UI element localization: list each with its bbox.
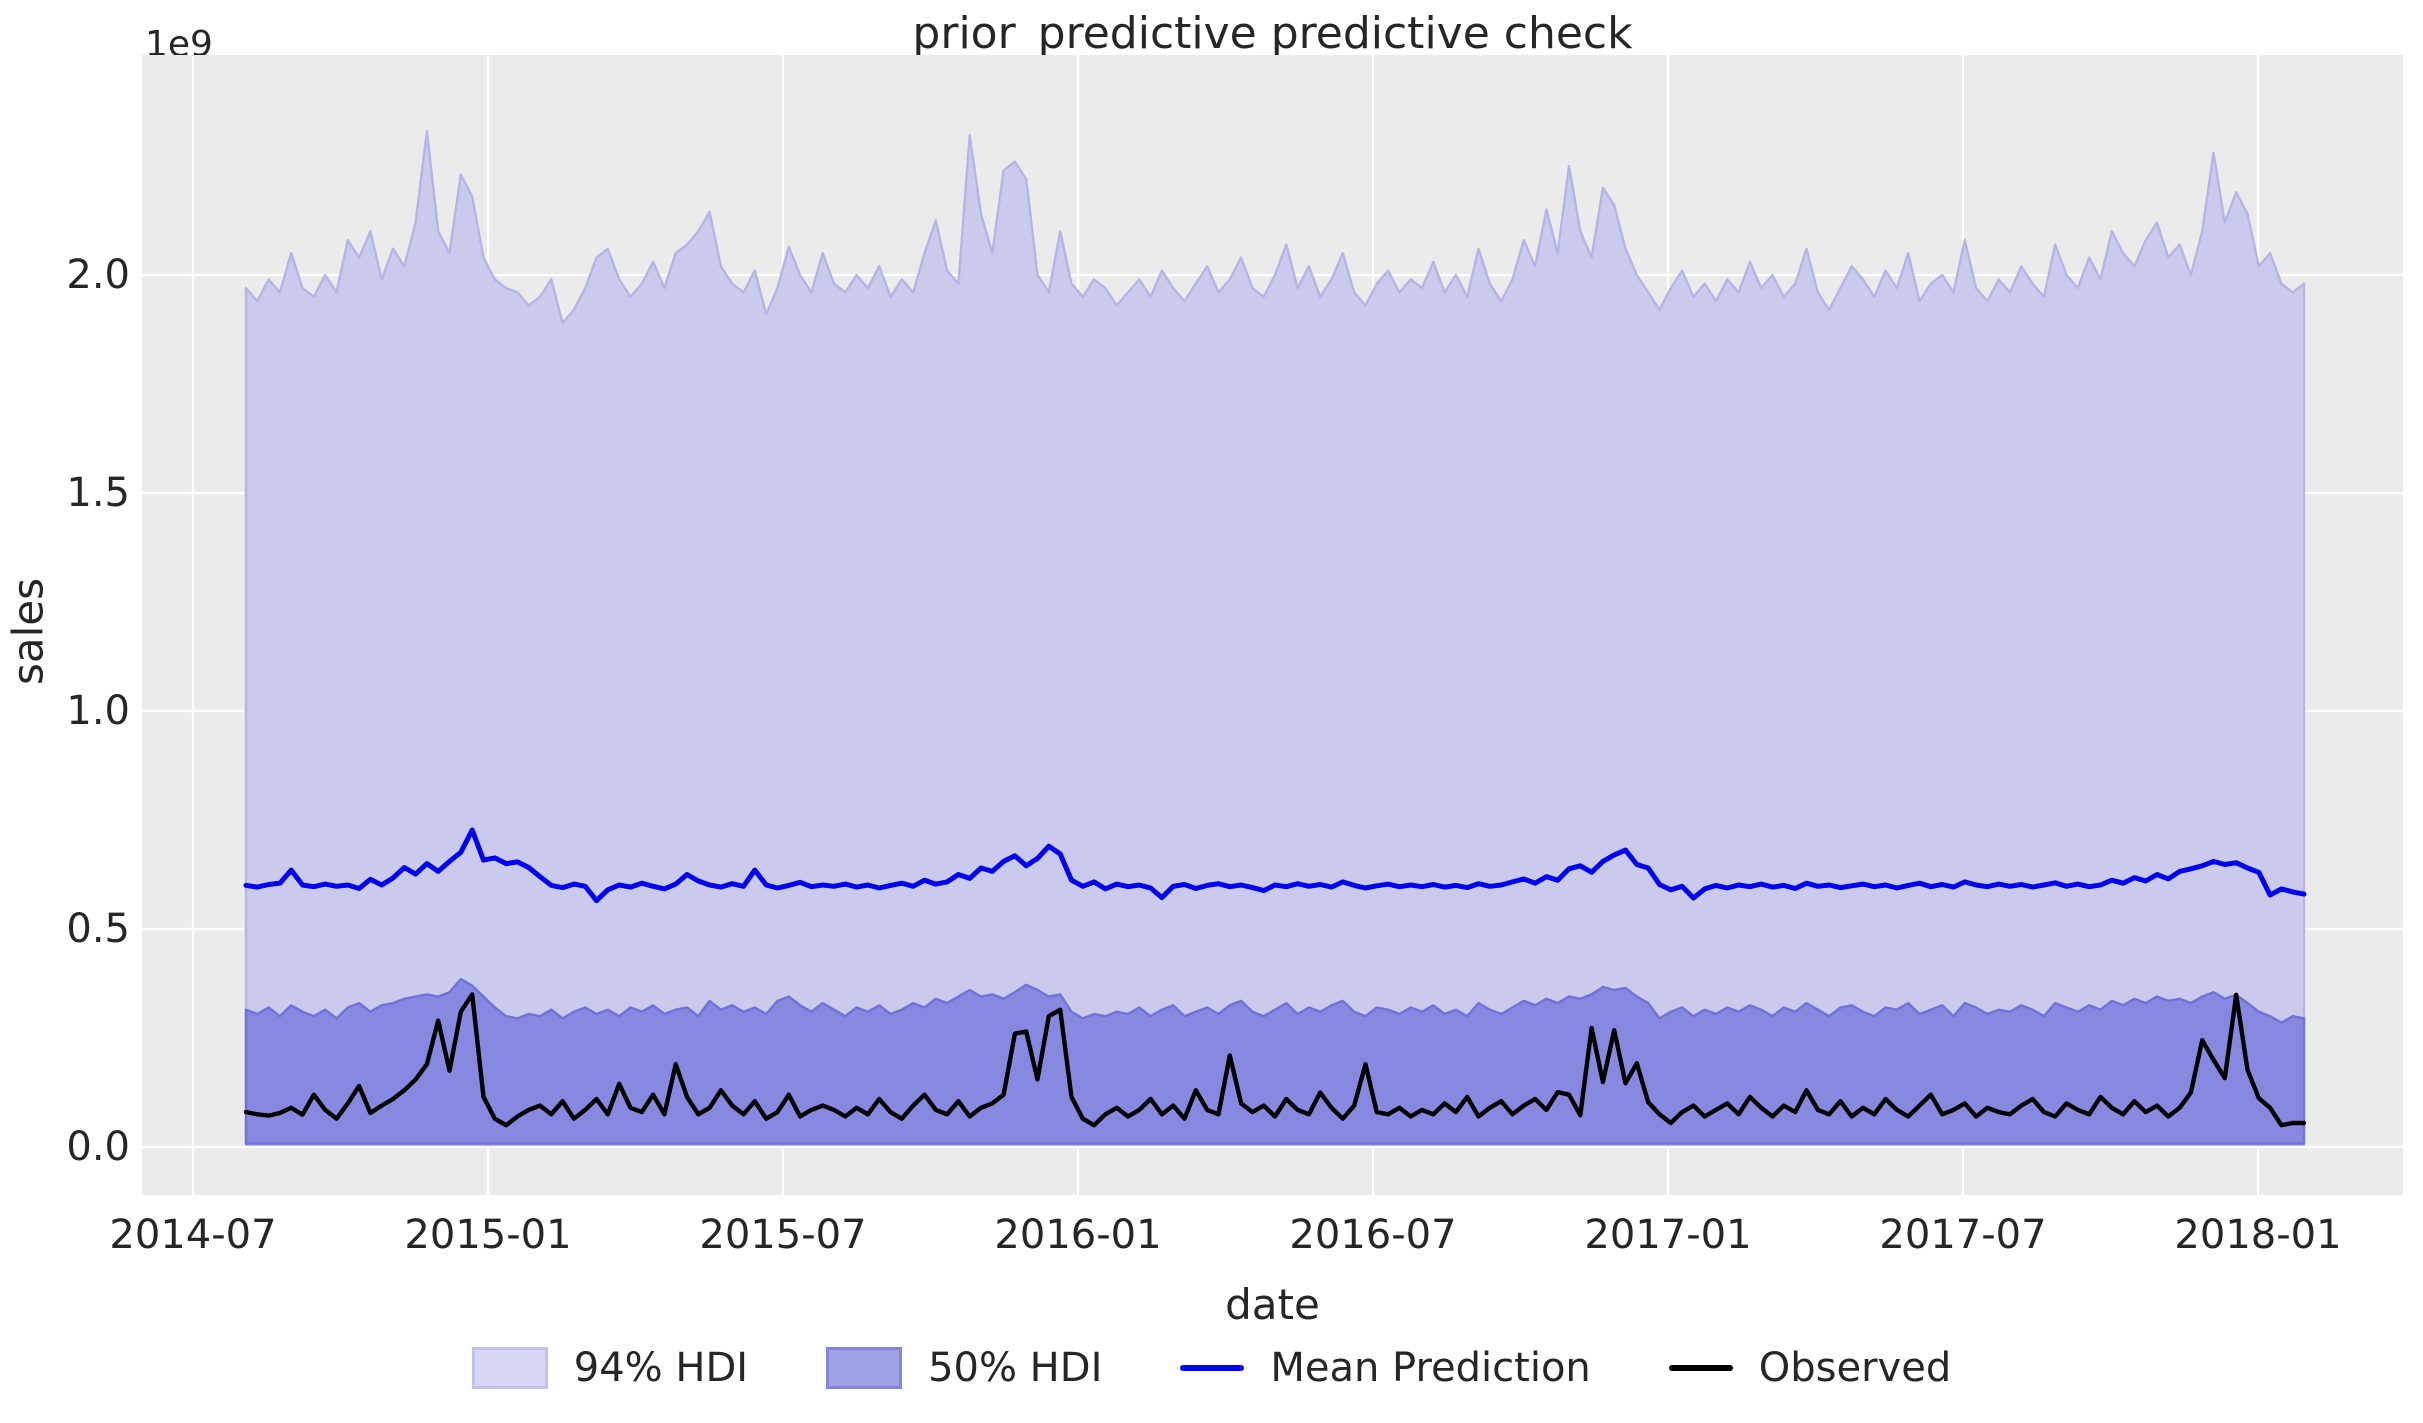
legend-item-observed: Observed — [1668, 1345, 1952, 1391]
x-tick-label: 2018-01 — [2174, 1212, 2342, 1258]
legend-label: 50% HDI — [928, 1345, 1103, 1391]
legend-item-mean-prediction: Mean Prediction — [1180, 1345, 1591, 1391]
x-tick-label: 2015-07 — [699, 1212, 867, 1258]
legend: 94% HDI 50% HDI Mean Prediction Observed — [0, 1345, 2423, 1391]
x-tick-label: 2017-01 — [1584, 1212, 1752, 1258]
plot-area — [142, 55, 2403, 1195]
mean-prediction-line — [243, 827, 2307, 904]
x-tick-label: 2016-01 — [994, 1212, 1162, 1258]
observed-line — [243, 992, 2307, 1128]
hdi-94-swatch-icon — [471, 1347, 548, 1389]
y-tick-label: 1.5 — [66, 470, 130, 516]
observed-line-icon — [1668, 1365, 1733, 1371]
legend-label: Mean Prediction — [1270, 1345, 1591, 1391]
y-tick-label: 2.0 — [66, 252, 130, 298]
y-axis-label: sales — [3, 578, 53, 686]
hdi-94-band — [244, 129, 2306, 1147]
hdi-50-band — [244, 977, 2306, 1145]
legend-item-94-hdi: 94% HDI — [471, 1345, 749, 1391]
legend-label: Observed — [1758, 1345, 1952, 1391]
chart-title: prior_predictive predictive check — [912, 8, 1633, 59]
hdi-50-swatch-icon — [826, 1347, 903, 1389]
x-tick-label: 2015-01 — [404, 1212, 572, 1258]
mean-prediction-line-icon — [1180, 1365, 1245, 1371]
legend-label: 94% HDI — [573, 1345, 749, 1391]
y-tick-label: 0.5 — [66, 906, 130, 952]
x-tick-label: 2014-07 — [109, 1212, 277, 1258]
y-tick-label: 1.0 — [66, 688, 130, 734]
y-tick-label: 0.0 — [66, 1124, 130, 1170]
x-tick-label: 2016-07 — [1289, 1212, 1457, 1258]
x-axis-label: date — [1225, 1280, 1320, 1329]
legend-item-50-hdi: 50% HDI — [826, 1345, 1102, 1391]
x-tick-label: 2017-07 — [1879, 1212, 2047, 1258]
